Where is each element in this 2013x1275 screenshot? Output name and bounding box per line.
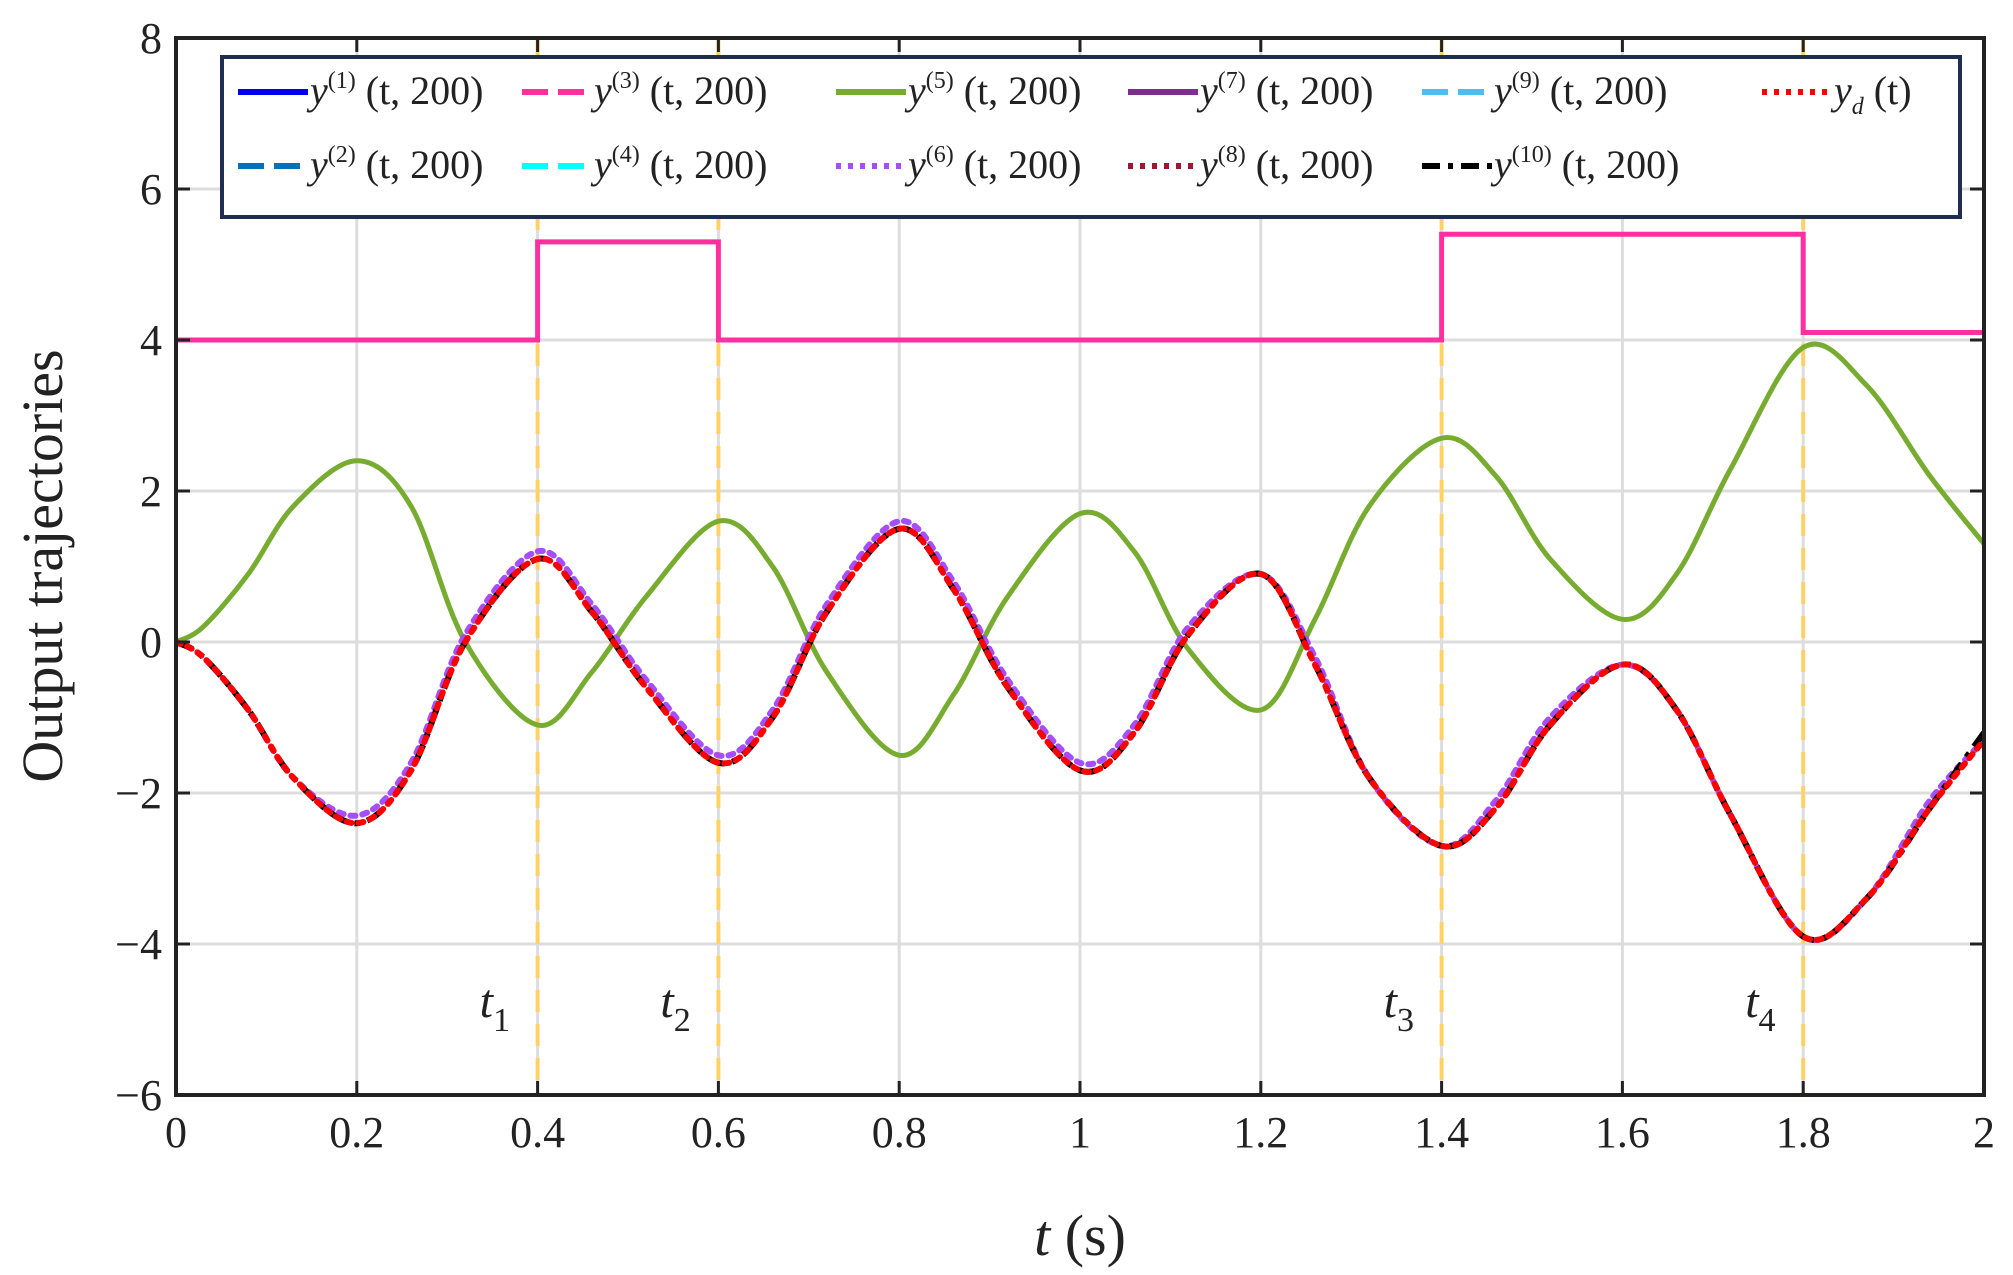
x-tick-label: 1.6 (1595, 1108, 1650, 1157)
x-tick-label: 0.8 (872, 1108, 927, 1157)
legend-entry: y(4) (t, 200) (590, 142, 768, 187)
y-tick-label: 0 (140, 618, 162, 667)
ticks: 0 0.2 0.4 0.6 0.8 1 1.2 1.4 1.6 1.8 2 −6 −4 −2 0 2 4 6 8 (115, 14, 1995, 1157)
series-line-1 (176, 231, 1984, 343)
legend-entry: y(1) (t, 200) (306, 68, 484, 113)
legend-entry: y(9) (t, 200) (1490, 68, 1668, 113)
x-tick-label: 1.8 (1776, 1108, 1831, 1157)
x-axis-variable: t (1034, 1203, 1052, 1268)
series-group (176, 231, 1984, 944)
legend-entry: y(3) (t, 200) (590, 68, 768, 113)
x-tick-label: 1.4 (1414, 1108, 1469, 1157)
legend-entry: y(7) (t, 200) (1196, 68, 1374, 113)
series-line-2 (176, 341, 1984, 758)
x-tick-label: 0 (165, 1108, 187, 1157)
legend-entry: y(2) (t, 200) (306, 142, 484, 187)
legend-entry: y(5) (t, 200) (904, 68, 1082, 113)
x-tick-label: 1.2 (1233, 1108, 1288, 1157)
x-axis-label: t (s) (1034, 1203, 1126, 1268)
x-tick-label: 0.6 (691, 1108, 746, 1157)
annotations: t1 t2 t3 t4 (480, 975, 1776, 1039)
y-tick-label: −6 (115, 1071, 162, 1120)
y-tick-label: 2 (140, 467, 162, 516)
y-tick-label: 4 (140, 316, 162, 365)
event-label: t4 (1745, 975, 1775, 1039)
y-axis-label: Output trajectories (10, 349, 75, 782)
event-label: t1 (480, 975, 510, 1039)
y-tick-label: 8 (140, 14, 162, 63)
x-tick-label: 0.4 (510, 1108, 565, 1157)
x-tick-label: 1 (1069, 1108, 1091, 1157)
legend-entry: y(8) (t, 200) (1196, 142, 1374, 187)
series-line-5 (176, 525, 1984, 943)
event-label: t3 (1384, 975, 1414, 1039)
y-tick-label: −4 (115, 920, 162, 969)
x-axis-unit: (s) (1050, 1203, 1126, 1268)
x-tick-label: 2 (1973, 1108, 1995, 1157)
y-tick-label: 6 (140, 165, 162, 214)
legend-entry: y(10) (t, 200) (1490, 142, 1680, 187)
event-label: t2 (660, 975, 690, 1039)
x-tick-label: 0.2 (329, 1108, 384, 1157)
y-tick-label: −2 (115, 769, 162, 818)
legend-entry: yd (t) (1830, 68, 1912, 120)
legend: y(1) (t, 200) y(3) (t, 200) y(5) (t, 200) y… (220, 55, 1962, 219)
legend-box (220, 55, 1962, 219)
legend-entry: y(6) (t, 200) (904, 142, 1082, 187)
